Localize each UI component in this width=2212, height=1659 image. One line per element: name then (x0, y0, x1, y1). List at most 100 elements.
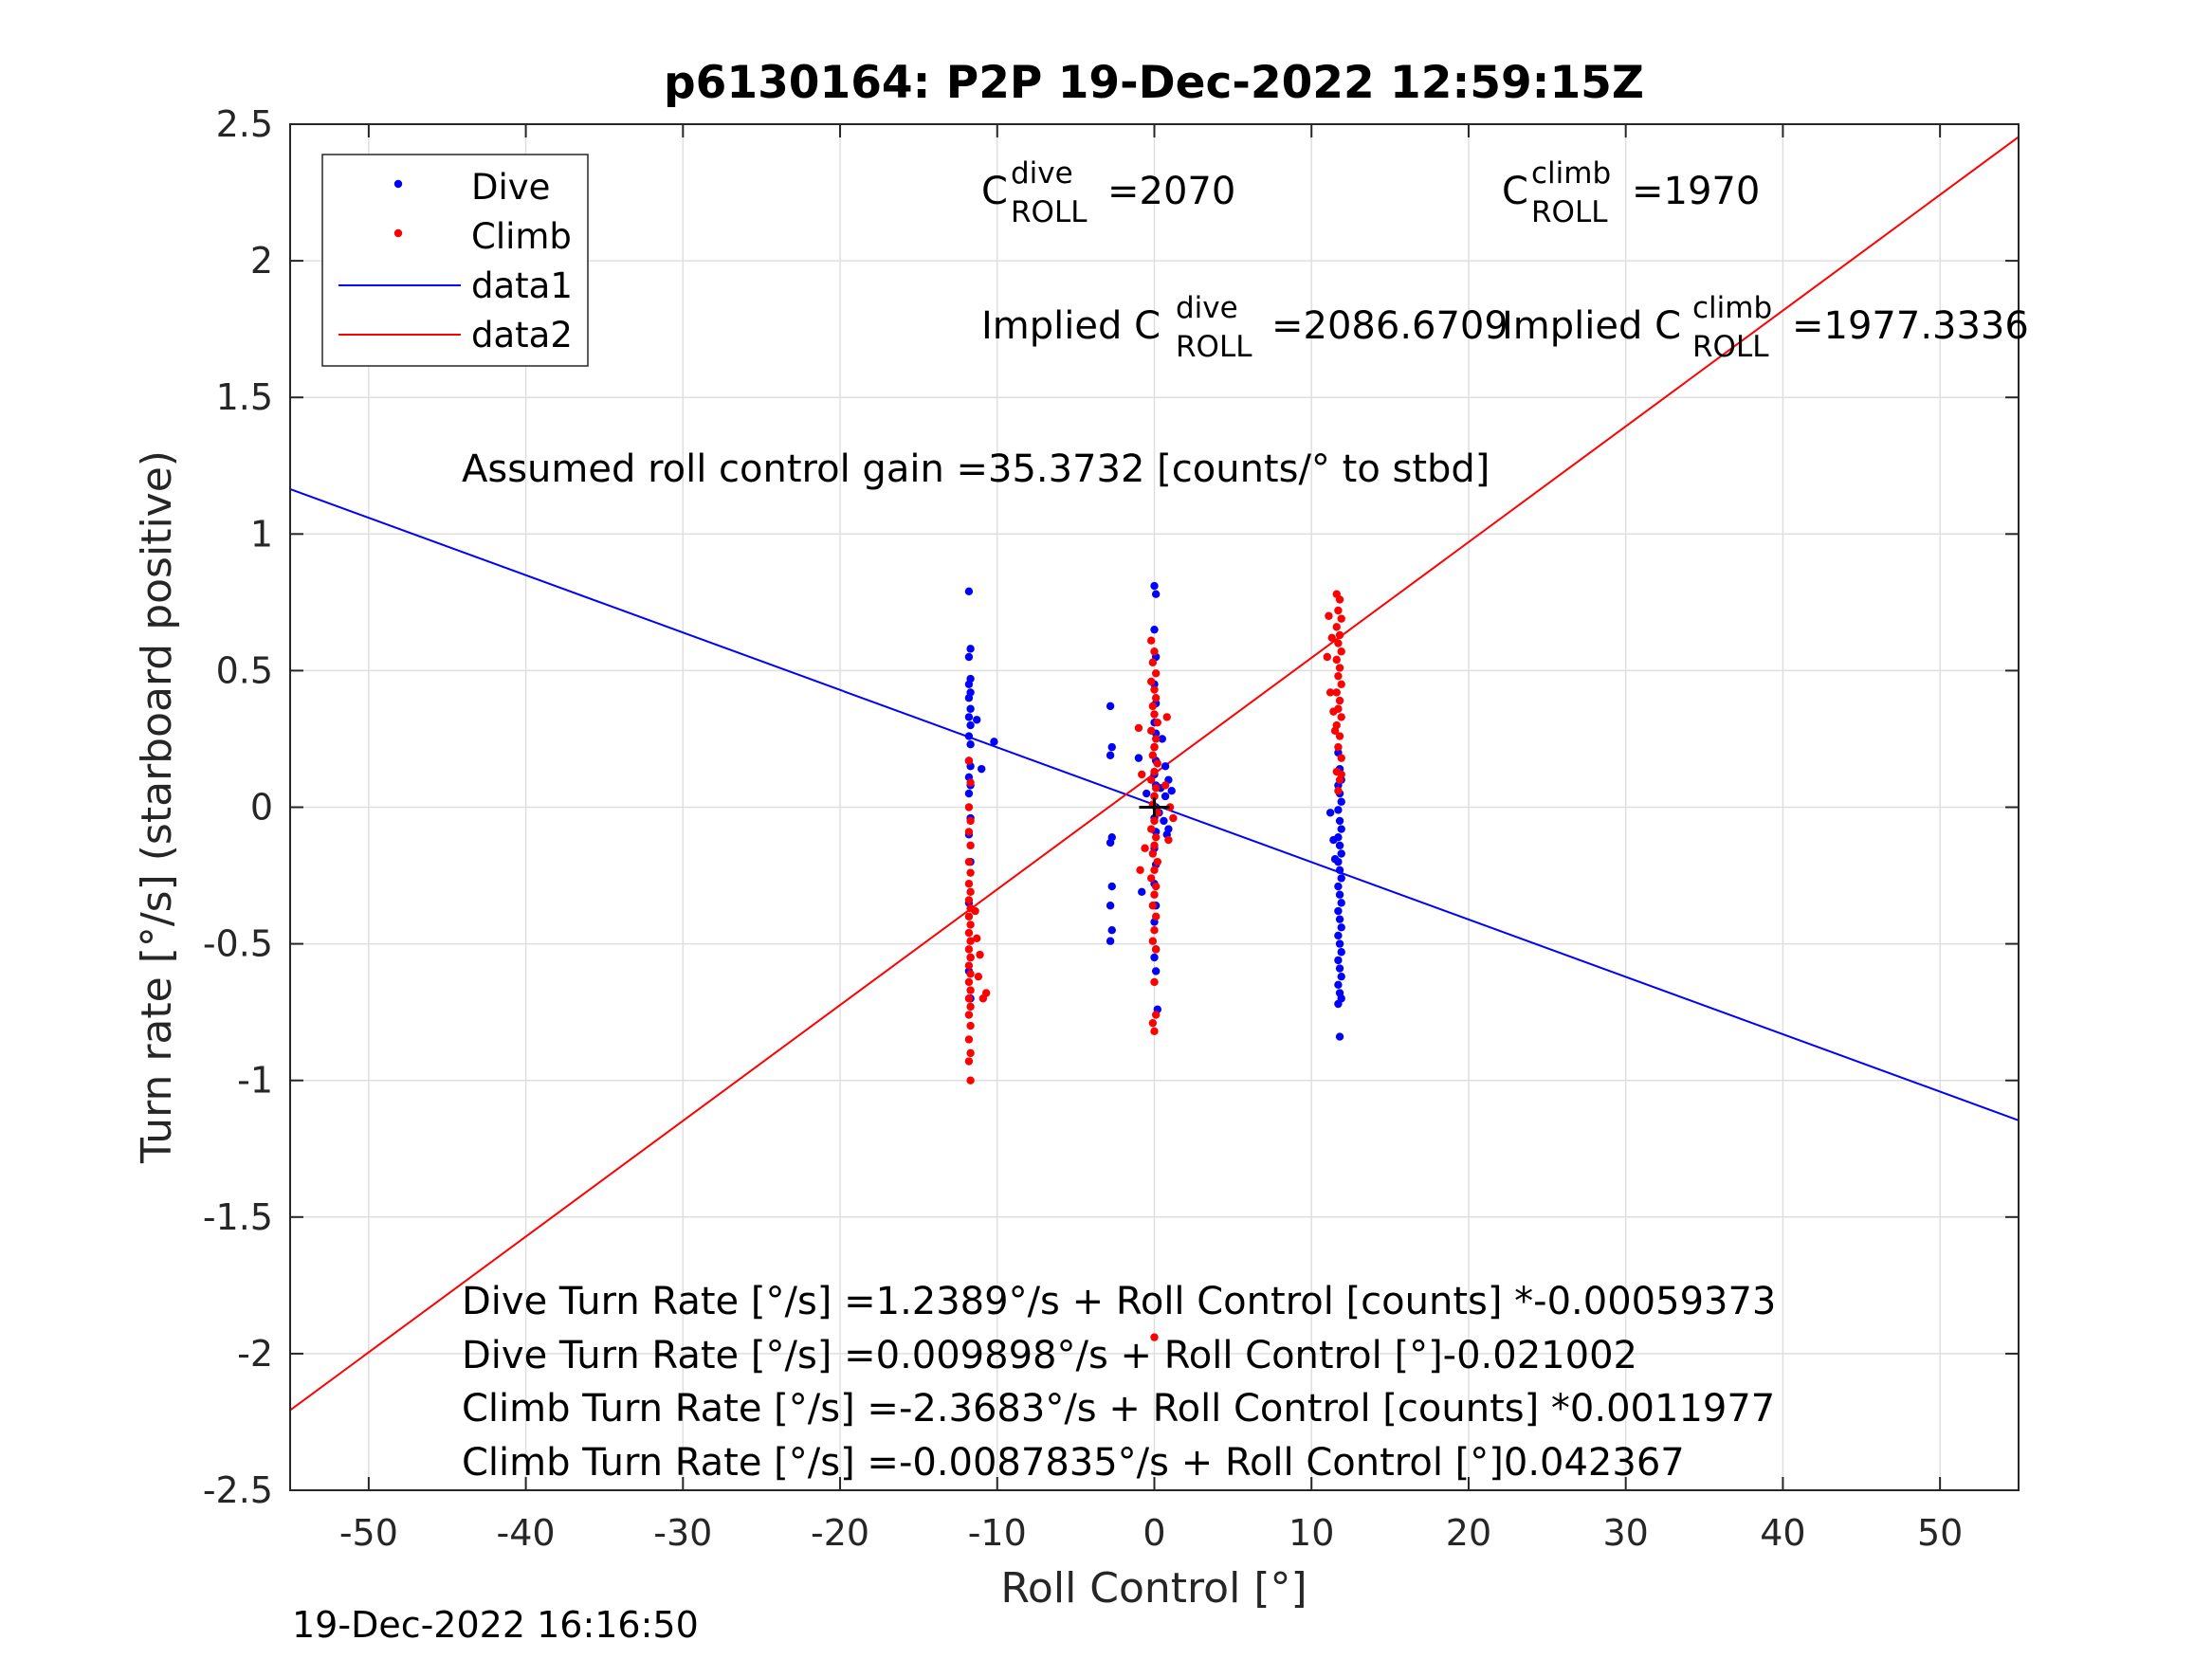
climb-point (976, 950, 984, 959)
dive-point (1106, 702, 1115, 711)
dive-point (964, 732, 974, 740)
dive-point (1134, 754, 1143, 762)
tick-marks (290, 123, 2019, 1491)
dive-point (966, 740, 975, 749)
climb-point (1151, 735, 1161, 743)
dive-point (964, 587, 974, 596)
dive-point (1335, 866, 1344, 874)
climb-point (1334, 606, 1343, 615)
dive-point (1329, 835, 1338, 845)
dive-point (1164, 825, 1173, 833)
climb-point (1334, 787, 1343, 795)
climb-point (1164, 835, 1173, 845)
climb-point (966, 953, 975, 962)
climb-point (1325, 611, 1333, 620)
climb-point (1148, 658, 1158, 666)
climb-point (964, 803, 974, 811)
climb-point (1146, 726, 1156, 736)
climb-point (1138, 770, 1146, 779)
x-axis-label: Roll Control [°] (1000, 1564, 1307, 1613)
climb-point (1150, 1027, 1159, 1036)
climb-point (1150, 647, 1159, 656)
c-climb-value: =1970 (1632, 170, 1760, 213)
legend-label-dive: Dive (471, 167, 550, 208)
dive-point (990, 738, 998, 746)
climb-point (1162, 713, 1171, 721)
climb-point (1148, 849, 1158, 858)
dive-point (1334, 999, 1343, 1009)
dive-point (1335, 841, 1344, 850)
climb-point (966, 970, 975, 978)
dive-point (1107, 742, 1116, 752)
climb-point (1169, 813, 1178, 823)
climb-point (1329, 707, 1338, 716)
climb-point (1151, 784, 1161, 793)
dive-point (964, 694, 974, 702)
climb-point (1335, 595, 1344, 604)
legend-label-data2: data2 (471, 315, 573, 356)
climb-point (1146, 825, 1156, 833)
climb-point (964, 961, 974, 970)
implied-climb-superscript: climb (1692, 291, 1772, 325)
legend-label-climb: Climb (471, 216, 572, 257)
dive-point (1150, 625, 1159, 634)
climb-equation-degrees: Climb Turn Rate [°/s] =-0.0087835°/s + R… (462, 1441, 1685, 1485)
climb-point (1151, 694, 1161, 702)
implied-climb-subscript: ROLL (1692, 330, 1769, 364)
climb-point (1150, 925, 1159, 935)
climb-point (1323, 652, 1332, 662)
climb-point (1337, 680, 1345, 689)
climb-point (1337, 770, 1345, 779)
climb-point (966, 841, 975, 850)
dive-point (1334, 806, 1343, 814)
x-tick-label: -50 (339, 1512, 398, 1554)
climb-point (1134, 723, 1143, 733)
climb-point (964, 977, 974, 987)
implied-climb-label: Implied C (1502, 304, 1681, 348)
dive-equation-degrees: Dive Turn Rate [°/s] =0.009898°/s + Roll… (462, 1334, 1637, 1377)
climb-point (966, 1076, 975, 1085)
y-tick-label: -1 (237, 1060, 273, 1102)
dive-point (966, 720, 975, 730)
dive-point (1160, 816, 1168, 826)
climb-point (1325, 688, 1335, 697)
dive-point (1325, 809, 1335, 817)
climb-point (1151, 945, 1161, 954)
dive-point (1335, 890, 1344, 899)
dive-point (1150, 581, 1159, 591)
climb-point (966, 778, 975, 787)
dive-point (964, 652, 974, 662)
dive-point (1335, 939, 1344, 948)
climb-point (1335, 664, 1344, 672)
climb-point (964, 879, 974, 888)
implied-dive-value: =2086.6709 (1271, 304, 1508, 348)
y-tick-label: -2.5 (203, 1469, 273, 1511)
climb-point (1151, 882, 1161, 891)
legend: Dive Climb data1 data2 (321, 154, 589, 367)
climb-point (1146, 677, 1156, 686)
climb-point (964, 994, 974, 1003)
climb-point (1334, 671, 1343, 681)
climb-point (1150, 792, 1159, 801)
climb-point (966, 937, 975, 945)
implied-c-roll-dive-annotation: Implied C dive ROLL =2086.6709 (981, 291, 1508, 364)
dive-point (1143, 789, 1151, 798)
y-tick-label: 1 (250, 513, 273, 555)
c-climb-superscript: climb (1531, 156, 1611, 191)
dive-point (1334, 956, 1343, 965)
climb-point (1148, 702, 1158, 711)
climb-point (966, 1048, 975, 1058)
climb-point (966, 816, 975, 826)
dive-point (1337, 923, 1345, 932)
climb-point (1150, 1333, 1159, 1341)
y-tick-label: -2 (237, 1333, 273, 1375)
climb-point (1153, 857, 1162, 866)
dive-point (1161, 762, 1170, 771)
dive-point (973, 716, 981, 724)
climb-point (964, 757, 974, 765)
dive-point (1106, 751, 1115, 759)
c-dive-subscript: ROLL (1011, 195, 1088, 229)
climb-point (1153, 718, 1162, 727)
dive-point (1334, 906, 1343, 916)
climb-point (981, 989, 991, 997)
